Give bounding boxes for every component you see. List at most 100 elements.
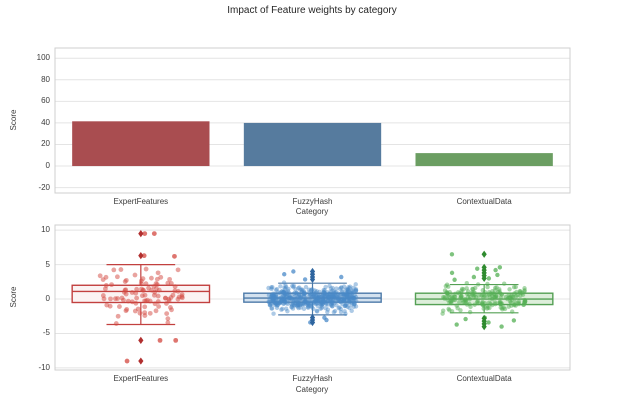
strip-point [314, 309, 320, 314]
strip-point [331, 293, 336, 299]
strip-point [312, 291, 318, 296]
strip-point [271, 296, 277, 301]
strip-outlier-point [173, 337, 179, 343]
strip-point [334, 302, 339, 308]
strip-point [287, 294, 292, 299]
strip-point [119, 295, 125, 301]
strip-point [315, 299, 320, 304]
strip-point [269, 292, 275, 297]
strip-point [279, 289, 285, 294]
strip-point [301, 292, 307, 297]
strip-point [344, 293, 350, 299]
strip-point [122, 287, 128, 293]
strip-point [462, 296, 468, 302]
strip-point [278, 296, 283, 301]
strip-point [270, 285, 275, 290]
strip-point [326, 294, 331, 299]
strip-point [266, 285, 271, 291]
strip-point [320, 301, 325, 306]
strip-point [142, 313, 148, 318]
strip-point [298, 295, 304, 300]
strip-point [347, 297, 352, 302]
figure-title: Impact of Feature weights by category [227, 5, 397, 16]
strip-outlier-point [172, 253, 177, 259]
strip-point [296, 286, 301, 291]
strip-point [336, 296, 341, 301]
strip-outlier-point [475, 266, 480, 271]
strip-point [490, 291, 495, 296]
strip-outlier-point [302, 277, 308, 282]
strip-point [129, 290, 135, 295]
strip-point [276, 300, 282, 306]
strip-point [300, 301, 305, 306]
strip-point [512, 299, 518, 305]
strip-point [318, 298, 324, 303]
strip-point [300, 287, 305, 293]
strip-point [323, 296, 329, 302]
strip-point [281, 289, 286, 295]
strip-point [459, 286, 465, 292]
strip-outlier-point [141, 253, 147, 259]
strip-point [342, 303, 347, 309]
strip-point [349, 302, 354, 307]
category-tick-label-contextualdata: ContextualData [456, 196, 512, 206]
y-tick-label: 10 [41, 225, 50, 235]
top-plot-frame [54, 47, 571, 194]
strip-point [323, 296, 328, 302]
strip-point [293, 286, 298, 292]
strip-point [454, 303, 459, 308]
strip-point [309, 304, 315, 310]
strip-outlier-point [471, 274, 477, 280]
strip-point [281, 296, 286, 301]
y-tick-label: 60 [41, 96, 50, 106]
strip-point [315, 301, 320, 306]
strip-point [268, 302, 273, 308]
strip-point [339, 285, 344, 290]
strip-point [316, 293, 321, 299]
strip-point [349, 288, 355, 293]
strip-point [155, 270, 161, 276]
strip-point [325, 290, 330, 295]
strip-point [314, 308, 320, 314]
strip-point [341, 292, 346, 297]
strip-point [123, 291, 129, 297]
strip-point [275, 302, 281, 307]
strip-point [289, 296, 294, 302]
strip-point [320, 293, 326, 298]
strip-point [352, 301, 357, 307]
strip-point [341, 298, 346, 304]
strip-point [351, 295, 356, 301]
strip-point [353, 288, 359, 293]
strip-point [471, 294, 477, 299]
strip-point [312, 299, 317, 304]
strip-point [281, 290, 286, 295]
strip-point [324, 301, 329, 307]
strip-point [330, 293, 335, 298]
strip-point [347, 299, 352, 305]
strip-point [329, 299, 335, 304]
strip-point [319, 294, 324, 299]
strip-point [299, 287, 304, 292]
strip-point [321, 290, 327, 295]
strip-point [333, 289, 338, 295]
top-x-axis-label: Category [295, 207, 329, 216]
strip-point [278, 299, 283, 304]
strip-point [153, 286, 159, 292]
strip-point [269, 297, 275, 302]
strip-point [281, 293, 286, 298]
strip-point [489, 296, 495, 302]
strip-point [328, 303, 334, 308]
strip-point [269, 285, 274, 290]
strip-point [273, 295, 279, 301]
strip-point [334, 294, 339, 299]
strip-point [353, 288, 359, 293]
strip-point [467, 309, 473, 315]
strip-point [348, 290, 353, 296]
strip-point [269, 286, 274, 292]
strip-point [308, 292, 313, 297]
strip-point [318, 299, 323, 304]
strip-outlier-point [463, 316, 468, 322]
strip-point [481, 306, 486, 311]
strip-point [330, 297, 336, 302]
